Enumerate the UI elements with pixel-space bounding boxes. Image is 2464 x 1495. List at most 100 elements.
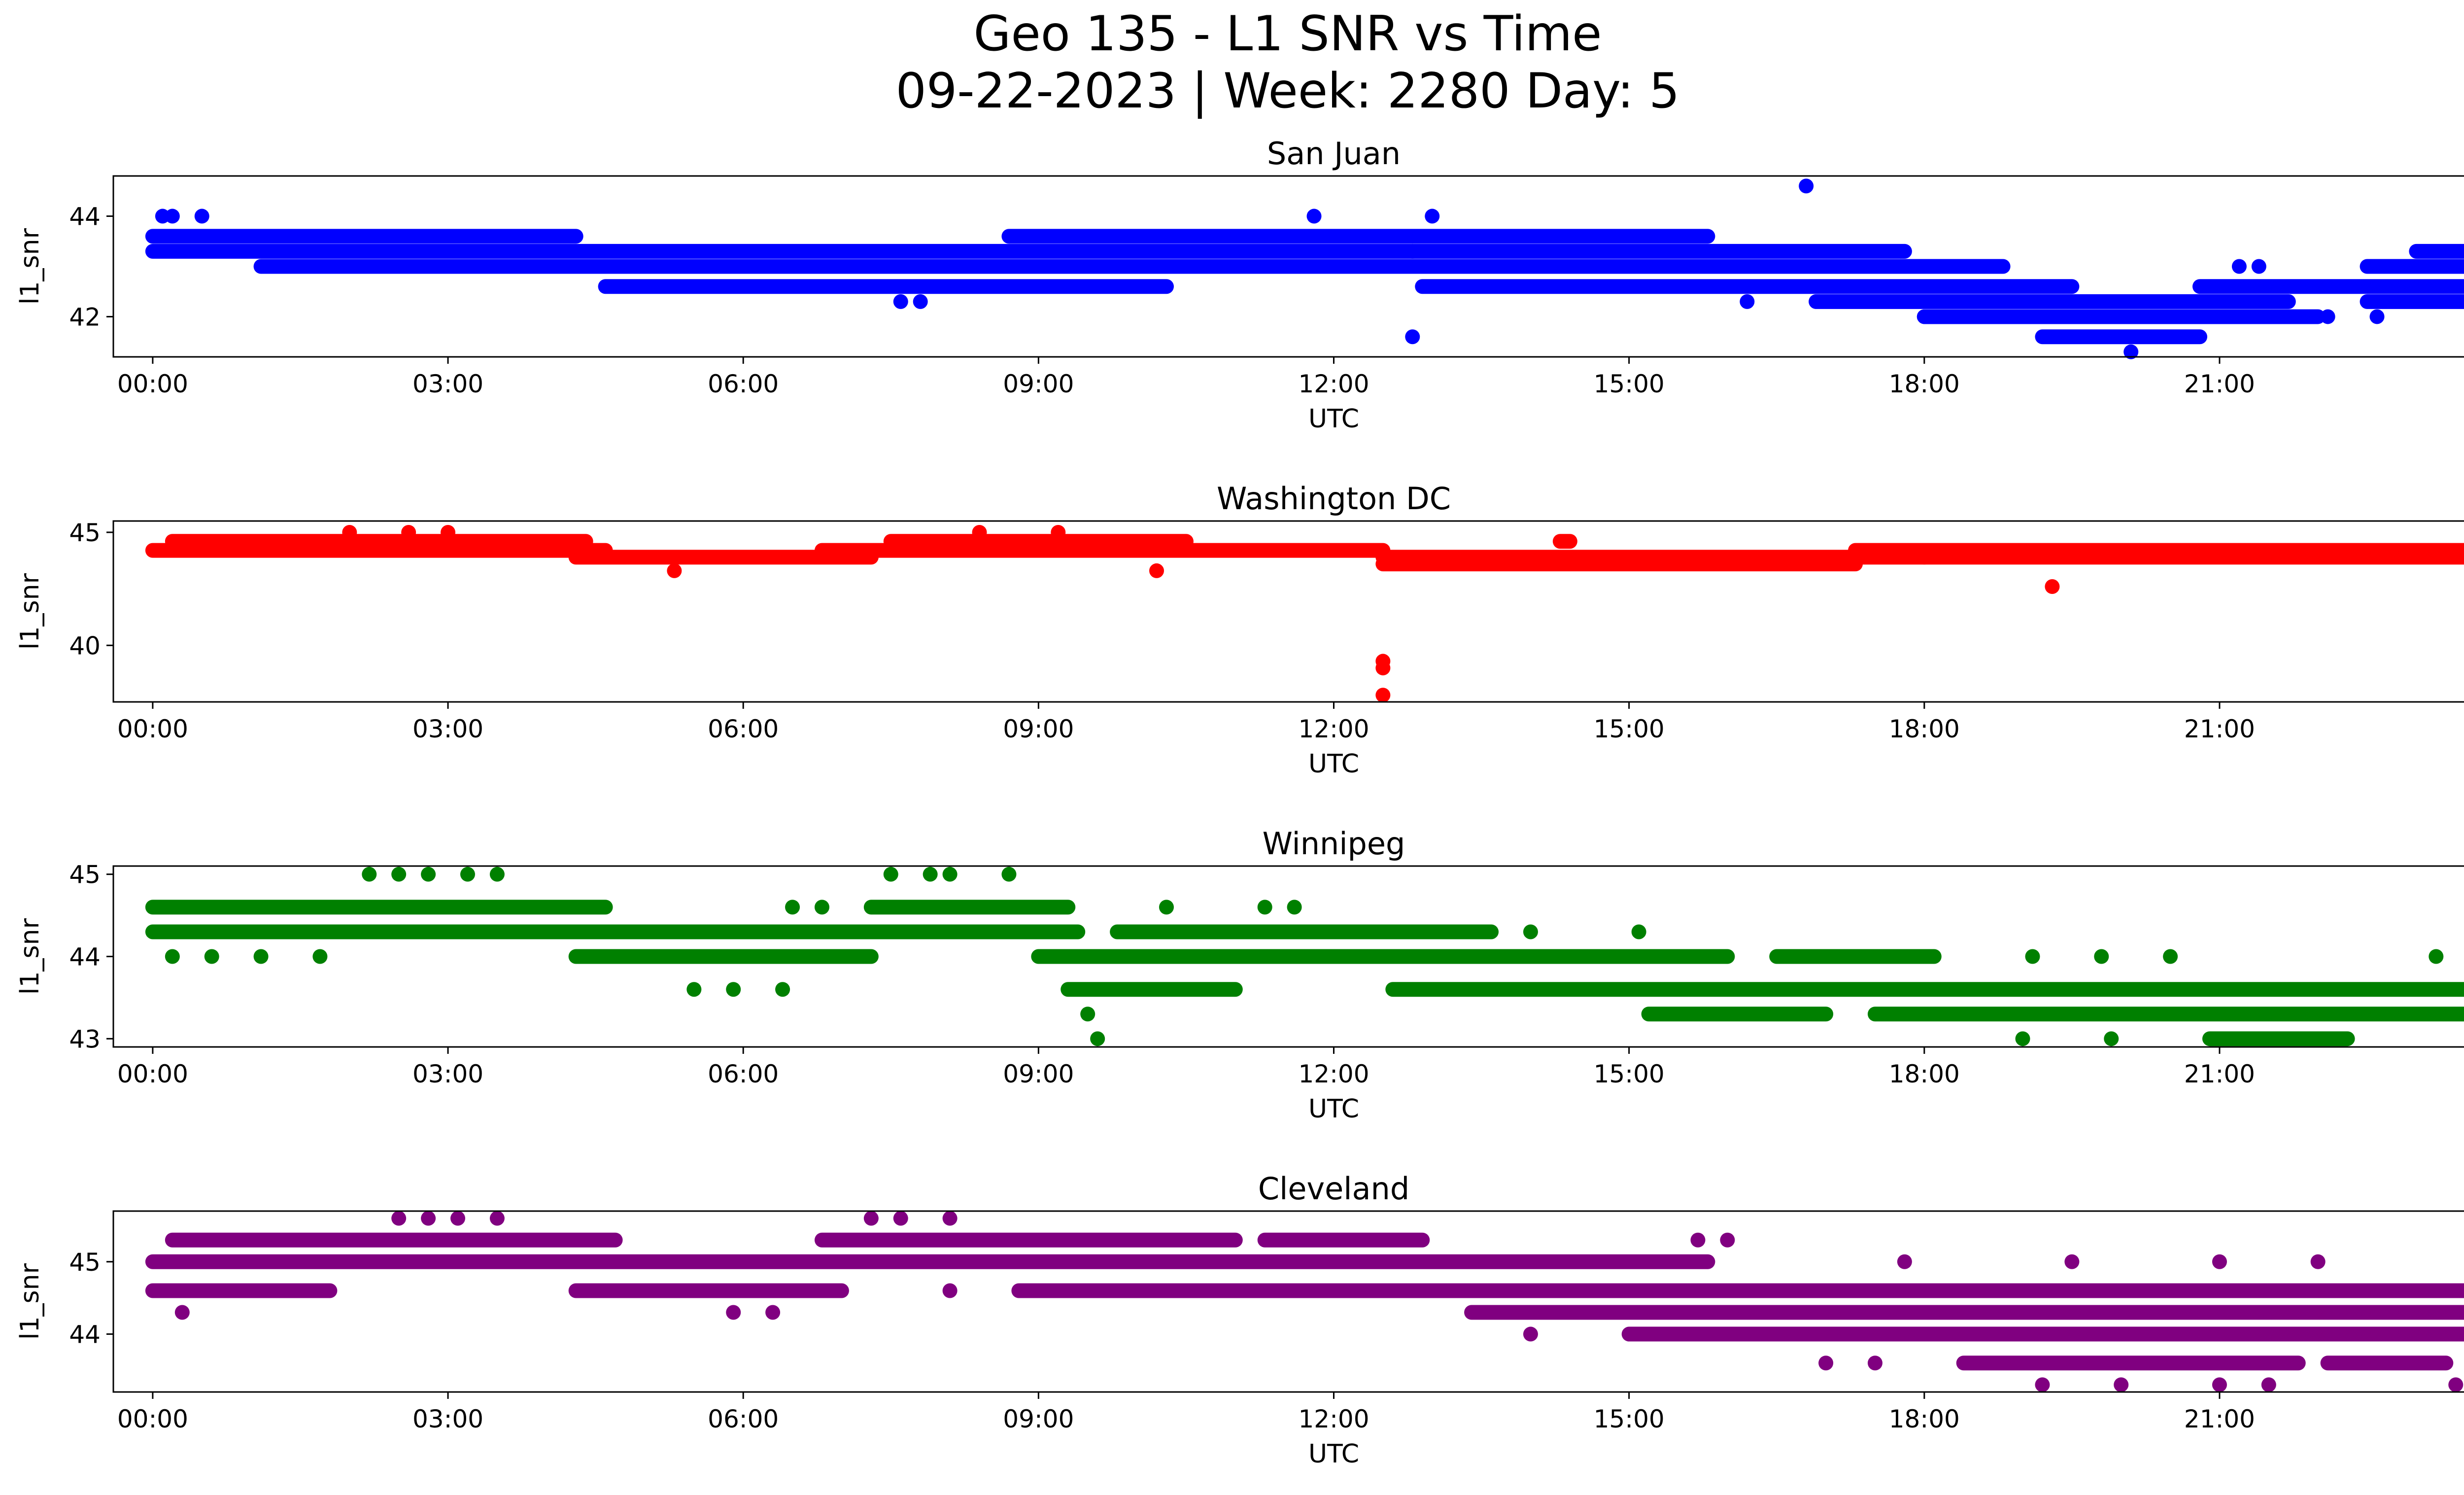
y-axis-label: l1_snr [15,228,45,305]
x-tick-label: 00:00 [117,1405,188,1433]
marker-band [1031,949,1735,964]
y-tick-label: 40 [69,631,101,660]
data-point [174,1305,190,1320]
marker-band [1405,259,2011,274]
x-axis-label: UTC [1308,749,1359,779]
subplot-title: Cleveland [1258,1171,1409,1207]
subplot-panels: San Juan 00:00 03:00 06:00 09:00 12:00 15:00 18… [15,136,2464,1469]
data-point [165,949,180,964]
x-tick-label: 03:00 [412,370,483,398]
x-tick-label: 18:00 [1889,370,1960,398]
data-point [923,867,938,882]
y-axis-label: l1_snr [15,573,45,650]
data-point [1257,900,1272,915]
data-point [942,1283,958,1298]
x-tick-label: 21:00 [2184,370,2255,398]
data-point [1405,329,1420,345]
marker-band [814,1232,1243,1248]
x-axis-label: UTC [1308,1094,1359,1124]
data-point [1720,1232,1735,1248]
marker-band [1001,229,1715,244]
data-point [2163,949,2178,964]
subplot-1: Washington DC 00:00 03:00 06:00 09:00 12:00 15… [15,481,2464,779]
marker-band [145,924,1086,939]
data-point [726,982,741,997]
y-axis-label: l1_snr [15,1263,45,1340]
data-point [726,1305,741,1320]
marker-band [1011,1283,2464,1298]
y-tick-label: 44 [69,1321,101,1349]
data-point [2064,1254,2080,1269]
data-point [2212,1377,2227,1392]
x-axis-label: UTC [1308,404,1359,434]
marker-group [145,178,2464,359]
marker-band [1916,309,2326,324]
x-tick-label: 15:00 [1594,370,1665,398]
x-tick-label: 09:00 [1003,1405,1074,1433]
data-point [312,949,328,964]
x-tick-label: 09:00 [1003,370,1074,398]
marker-band [2035,329,2208,345]
marker-band [145,543,613,558]
x-tick-label: 03:00 [412,1405,483,1433]
marker-band [568,550,879,565]
x-tick-label: 00:00 [117,370,188,398]
data-point [1159,900,1174,915]
marker-band [145,229,583,244]
marker-band [145,1283,338,1298]
data-point [2310,1254,2326,1269]
y-tick-label: 42 [69,303,101,331]
x-tick-label: 06:00 [708,1060,779,1088]
x-tick-label: 15:00 [1594,715,1665,743]
marker-band [1385,982,2464,997]
x-tick-label: 21:00 [2184,1405,2255,1433]
data-point [421,867,436,882]
subplot-title: San Juan [1267,136,1401,172]
data-point [2369,309,2385,324]
data-point [1051,524,1066,540]
data-point [2448,1377,2464,1392]
data-point [2114,1377,2129,1392]
figure-title-line1: Geo 135 - L1 SNR vs Time [974,6,1602,62]
data-point [1799,178,1814,194]
y-tick-label: 44 [69,943,101,972]
data-point [667,563,682,578]
marker-band [1257,1232,1430,1248]
x-tick-label: 00:00 [117,1060,188,1088]
data-point [421,1211,436,1226]
marker-band [145,900,613,915]
data-point [362,867,377,882]
data-point [2429,949,2444,964]
data-point [775,982,790,997]
marker-band [1464,1305,2464,1320]
data-point [893,1211,908,1226]
x-tick-label: 15:00 [1594,1060,1665,1088]
x-tick-label: 03:00 [412,715,483,743]
marker-band [253,259,1420,274]
data-point [1375,661,1391,676]
y-tick-label: 45 [69,861,101,889]
data-point [686,982,702,997]
marker-band [2192,279,2464,294]
x-axis-label: UTC [1308,1439,1359,1469]
data-point [1897,1254,1912,1269]
x-tick-label: 12:00 [1298,715,1369,743]
y-tick-label: 45 [69,1248,101,1277]
data-point [194,209,209,224]
x-tick-label: 18:00 [1889,715,1960,743]
marker-band [863,900,1076,915]
data-point [1375,688,1391,703]
marker-band [1916,550,2464,565]
marker-group [145,524,2464,703]
marker-band [145,1254,1715,1269]
data-point [1818,1356,1834,1371]
marker-band [1552,534,1577,549]
marker-band [2360,294,2464,309]
x-tick-label: 15:00 [1594,1405,1665,1433]
subplot-title: Washington DC [1217,481,1451,517]
x-tick-label: 18:00 [1889,1405,1960,1433]
data-point [1523,924,1538,939]
data-point [2094,949,2109,964]
marker-band [2360,259,2464,274]
